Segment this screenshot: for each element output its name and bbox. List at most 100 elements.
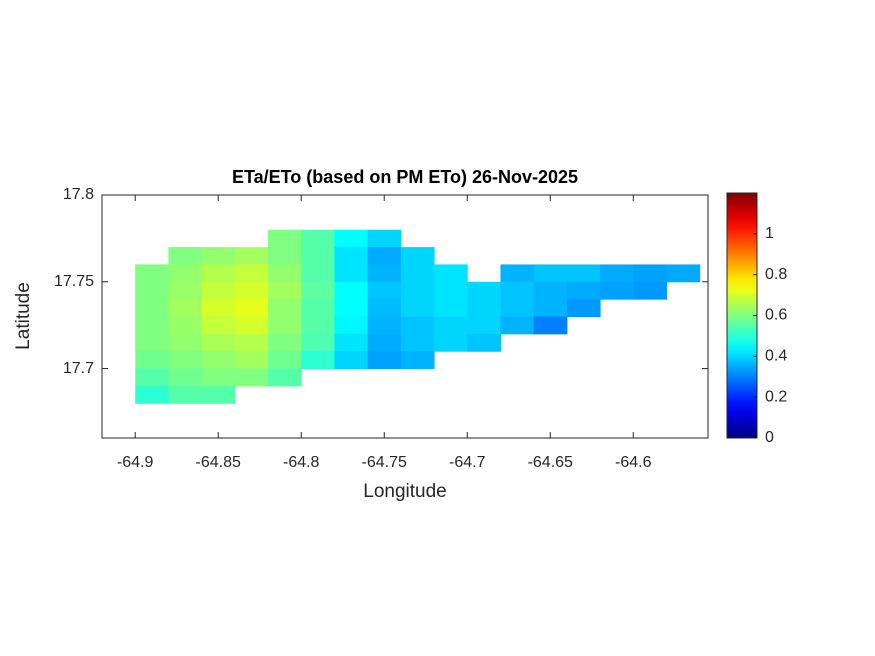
cell (334, 264, 369, 283)
colorbar-tick-label: 0.2 (765, 388, 787, 405)
x-tick-label: -64.65 (528, 454, 573, 471)
x-tick-label: -64.8 (283, 454, 320, 471)
cell (135, 333, 169, 352)
cell (566, 299, 601, 317)
cell (234, 299, 269, 317)
cell (201, 385, 236, 404)
x-tick-label: -64.7 (449, 454, 486, 471)
cell (467, 333, 501, 352)
cell (301, 333, 335, 352)
cell (268, 351, 302, 370)
colorbar-tick-label: 1 (765, 225, 774, 242)
cell (268, 333, 302, 352)
cell (566, 281, 601, 300)
cell (500, 299, 535, 317)
cell (201, 316, 236, 335)
cell (367, 299, 402, 317)
cell (168, 351, 203, 370)
cell (400, 281, 435, 300)
cell (201, 351, 236, 370)
cell (268, 229, 302, 248)
x-tick-label: -64.9 (117, 454, 154, 471)
cell (135, 281, 169, 300)
cell (135, 264, 169, 283)
cell (367, 247, 402, 265)
cell (234, 264, 269, 283)
cell (400, 333, 435, 352)
cell (168, 385, 203, 404)
cell (533, 264, 568, 283)
cell (367, 229, 402, 248)
cell (400, 316, 435, 335)
cell (400, 351, 435, 370)
cell (367, 351, 402, 370)
colorbar-tick-label: 0.6 (765, 307, 787, 324)
cell (334, 351, 369, 370)
cell (135, 368, 169, 387)
cell (633, 264, 667, 283)
cell (301, 316, 335, 335)
cell (467, 316, 501, 335)
cell (234, 351, 269, 370)
cell (135, 351, 169, 370)
cell (334, 316, 369, 335)
cell (301, 281, 335, 300)
cell (533, 299, 568, 317)
cell (367, 264, 402, 283)
cell (201, 299, 236, 317)
cell (434, 281, 468, 300)
cell (168, 368, 203, 387)
cell (301, 264, 335, 283)
cell (135, 316, 169, 335)
cell (201, 333, 236, 352)
cell (400, 264, 435, 283)
cell (533, 281, 568, 300)
x-tick-label: -64.85 (196, 454, 241, 471)
cell (234, 368, 269, 387)
cell (600, 264, 634, 283)
cell (467, 281, 501, 300)
cell (268, 247, 302, 265)
cell (434, 299, 468, 317)
cell (467, 299, 501, 317)
cell (666, 264, 701, 283)
cell (268, 368, 302, 387)
x-tick-label: -64.6 (615, 454, 652, 471)
cell (135, 385, 169, 404)
axes-box (101, 194, 709, 439)
colorbar-tick-label: 0.8 (765, 266, 787, 283)
cell (168, 299, 203, 317)
cell (234, 281, 269, 300)
cell (268, 299, 302, 317)
cell (201, 281, 236, 300)
cell (135, 299, 169, 317)
cell (334, 299, 369, 317)
cell (334, 281, 369, 300)
cell (434, 316, 468, 335)
cell (201, 247, 236, 265)
cell (301, 247, 335, 265)
cell (334, 333, 369, 352)
cell (500, 264, 535, 283)
cell (268, 316, 302, 335)
cell (500, 316, 535, 335)
cell (234, 333, 269, 352)
colorbar-tick-label: 0.4 (765, 348, 787, 365)
cell (201, 368, 236, 387)
cell (301, 299, 335, 317)
colorbar (726, 192, 758, 439)
chart-title: ETa/ETo (based on PM ETo) 26-Nov-2025 (232, 167, 578, 187)
cell (600, 281, 634, 300)
cell (500, 281, 535, 300)
cell (234, 316, 269, 335)
cell (367, 316, 402, 335)
y-tick-label: 17.7 (63, 360, 94, 377)
cell (268, 264, 302, 283)
cell (234, 247, 269, 265)
cell (566, 264, 601, 283)
cell (400, 299, 435, 317)
cell (168, 281, 203, 300)
y-tick-label: 17.75 (54, 273, 94, 290)
cell (367, 281, 402, 300)
